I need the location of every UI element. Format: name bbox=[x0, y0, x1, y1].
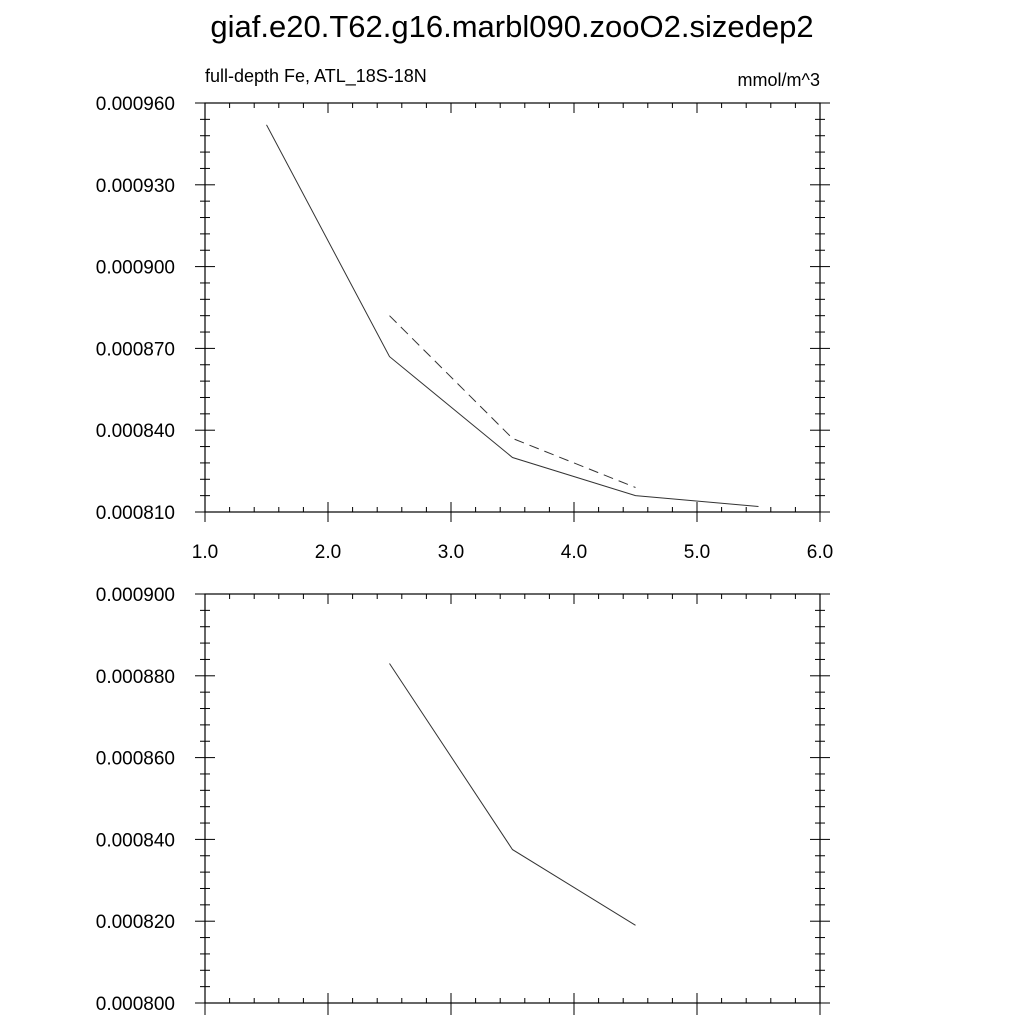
upper-plot-ticks bbox=[195, 102, 830, 522]
lower-line-plot: 0.000800 0.000820 0.000840 0.000860 0.000880… bbox=[96, 585, 830, 1015]
upper-x-tick-label: 3.0 bbox=[438, 542, 464, 563]
upper-y-tick-label: 0.000810 bbox=[96, 503, 175, 524]
upper-line-plot: full-depth Fe, ATL_18S-18N mmol/m^3 0.00… bbox=[96, 66, 833, 563]
lower-y-tick-label: 0.000900 bbox=[96, 585, 175, 606]
upper-plot-left-title: full-depth Fe, ATL_18S-18N bbox=[205, 66, 427, 87]
lower-plot-ticks bbox=[195, 593, 830, 1015]
upper-plot-series bbox=[266, 124, 759, 507]
upper-y-tick-label: 0.000840 bbox=[96, 421, 175, 442]
upper-y-tick-label: 0.000960 bbox=[96, 94, 175, 115]
upper-x-tick-label: 5.0 bbox=[684, 542, 710, 563]
lower-plot-series bbox=[389, 663, 636, 926]
figure-title: giaf.e20.T62.g16.marbl090.zooO2.sizedep2 bbox=[210, 9, 813, 44]
upper-y-tick-label: 0.000930 bbox=[96, 176, 175, 197]
lower-y-tick-label: 0.000800 bbox=[96, 994, 175, 1015]
upper-x-tick-label: 4.0 bbox=[561, 542, 587, 563]
upper-plot-units-label: mmol/m^3 bbox=[738, 70, 820, 90]
lower-y-tick-label: 0.000860 bbox=[96, 749, 175, 770]
lower-y-tick-label: 0.000820 bbox=[96, 912, 175, 933]
lower-plot-y-tick-labels: 0.000800 0.000820 0.000840 0.000860 0.000880… bbox=[96, 585, 175, 1015]
upper-x-tick-label: 1.0 bbox=[192, 542, 218, 563]
upper-x-tick-label: 6.0 bbox=[807, 542, 833, 563]
upper-series-line-solid-0 bbox=[266, 124, 759, 507]
upper-plot-x-tick-labels: 1.0 2.0 3.0 4.0 5.0 6.0 bbox=[192, 542, 833, 563]
lower-plot-frame bbox=[204, 593, 821, 1004]
upper-y-tick-label: 0.000900 bbox=[96, 258, 175, 279]
upper-plot-y-tick-labels: 0.000810 0.000840 0.000870 0.000900 0.000930… bbox=[96, 94, 175, 524]
upper-y-tick-label: 0.000870 bbox=[96, 339, 175, 360]
lower-y-tick-label: 0.000840 bbox=[96, 830, 175, 851]
upper-x-tick-label: 2.0 bbox=[315, 542, 341, 563]
lower-y-tick-label: 0.000880 bbox=[96, 667, 175, 688]
upper-series-line-dashed-1 bbox=[389, 315, 636, 488]
lower-series-line-solid-0 bbox=[389, 663, 636, 926]
upper-plot-frame bbox=[204, 102, 821, 513]
